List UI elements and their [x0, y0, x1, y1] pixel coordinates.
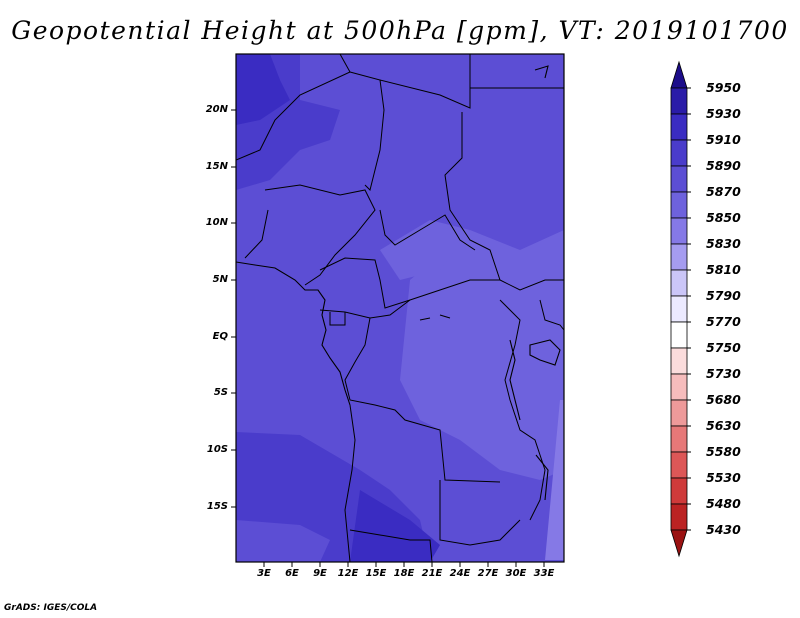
colorbar-label: 5950	[706, 80, 741, 95]
colorbar-segment	[670, 87, 688, 115]
colorbar-segment	[670, 373, 688, 401]
colorbar-label: 5890	[706, 158, 741, 173]
field-darker-south	[350, 490, 440, 562]
lake-malawi	[535, 454, 549, 501]
lon-label-6e: 6E	[285, 568, 299, 579]
colorbar-segment	[670, 165, 688, 193]
colorbar-segment	[670, 529, 688, 558]
border-nigeria	[264, 184, 376, 286]
colorbar-segment	[670, 243, 688, 271]
border-west-africa	[236, 54, 351, 161]
border-east-lakes	[499, 299, 546, 521]
colorbar-segment	[670, 399, 688, 427]
border-niger	[349, 71, 385, 191]
border-zambia	[439, 480, 521, 546]
lat-ticks	[231, 109, 236, 508]
field-south-west-patch	[236, 520, 330, 562]
field-light-central	[380, 220, 470, 280]
colorbar-segment	[670, 503, 688, 531]
lat-label-15s: 15S	[206, 501, 228, 512]
lon-label-9e: 9E	[313, 568, 327, 579]
footer-credit: GrADS: IGES/COLA	[4, 603, 98, 613]
lon-label-18e: 18E	[393, 568, 415, 579]
field-light-east	[400, 230, 564, 480]
colorbar-label: 5530	[706, 470, 741, 485]
colorbar-segment	[670, 451, 688, 479]
lon-label-15e: 15E	[365, 568, 387, 579]
colorbar-segment	[670, 217, 688, 245]
border-car	[319, 257, 500, 309]
colorbar-segment	[670, 477, 688, 505]
map-title: Geopotential Height at 500hPa [gpm], VT:…	[11, 16, 789, 45]
colorbar-segment	[670, 425, 688, 453]
colorbar-label: 5680	[706, 392, 741, 407]
field-lightest-edge	[545, 400, 564, 560]
lat-label-10n: 10N	[205, 217, 228, 228]
lake-tanganyika	[509, 339, 521, 421]
colorbar-label: 5870	[706, 184, 741, 199]
lon-label-33e: 33E	[533, 568, 555, 579]
colorbar-segment	[670, 295, 688, 323]
colorbar-label: 5790	[706, 288, 741, 303]
map-frame	[235, 53, 565, 563]
lat-label-5s: 5S	[213, 387, 228, 398]
field-darker-northwest	[236, 54, 290, 125]
coastline	[236, 65, 561, 501]
colorbar-segment	[670, 139, 688, 167]
lon-ticks	[263, 562, 545, 567]
colorbar-label: 5730	[706, 366, 741, 381]
colorbar-label: 5830	[706, 236, 741, 251]
colorbar-segment	[670, 60, 688, 89]
country-borders	[236, 54, 564, 562]
colorbar-label: 5480	[706, 496, 741, 511]
coast-gulf-of-guinea	[236, 261, 351, 406]
colorbar-segment	[670, 321, 688, 349]
lon-label-27e: 27E	[477, 568, 499, 579]
colorbar-segment	[670, 269, 688, 297]
border-benin	[244, 209, 269, 259]
colorbar-label: 5430	[706, 522, 741, 537]
lon-label-30e: 30E	[505, 568, 527, 579]
border-eq-guinea	[329, 312, 346, 326]
border-congo-drc	[344, 317, 501, 483]
lat-label-eq: EQ	[212, 331, 228, 342]
lon-label-3e: 3E	[257, 568, 271, 579]
colorbar-segment	[670, 191, 688, 219]
colorbar-label: 5930	[706, 106, 741, 121]
nile-delta	[534, 65, 549, 79]
border-angola-west	[344, 404, 356, 562]
colorbar-label: 5630	[706, 418, 741, 433]
rivers	[419, 314, 451, 321]
lon-label-24e: 24E	[449, 568, 471, 579]
colorbar-label: 5750	[706, 340, 741, 355]
colorbar-label: 5580	[706, 444, 741, 459]
border-uganda-kenya	[539, 299, 564, 331]
border-chad-car	[379, 209, 476, 251]
colorbar-label: 5770	[706, 314, 741, 329]
colorbar-label: 5850	[706, 210, 741, 225]
colorbar-segment	[670, 347, 688, 375]
lat-label-20n: 20N	[205, 104, 228, 115]
colorbar-label: 5810	[706, 262, 741, 277]
border-libya	[379, 54, 471, 109]
lon-label-21e: 21E	[421, 568, 443, 579]
lat-label-10s: 10S	[206, 444, 228, 455]
lat-label-5n: 5N	[212, 274, 228, 285]
colorbar-segment	[670, 113, 688, 141]
colorbar	[670, 60, 691, 558]
border-chad-sudan	[444, 112, 564, 291]
lat-label-15n: 15N	[205, 161, 228, 172]
lake-victoria	[529, 339, 561, 366]
colorbar-label: 5910	[706, 132, 741, 147]
border-namibia	[349, 529, 433, 562]
lon-label-12e: 12E	[337, 568, 359, 579]
